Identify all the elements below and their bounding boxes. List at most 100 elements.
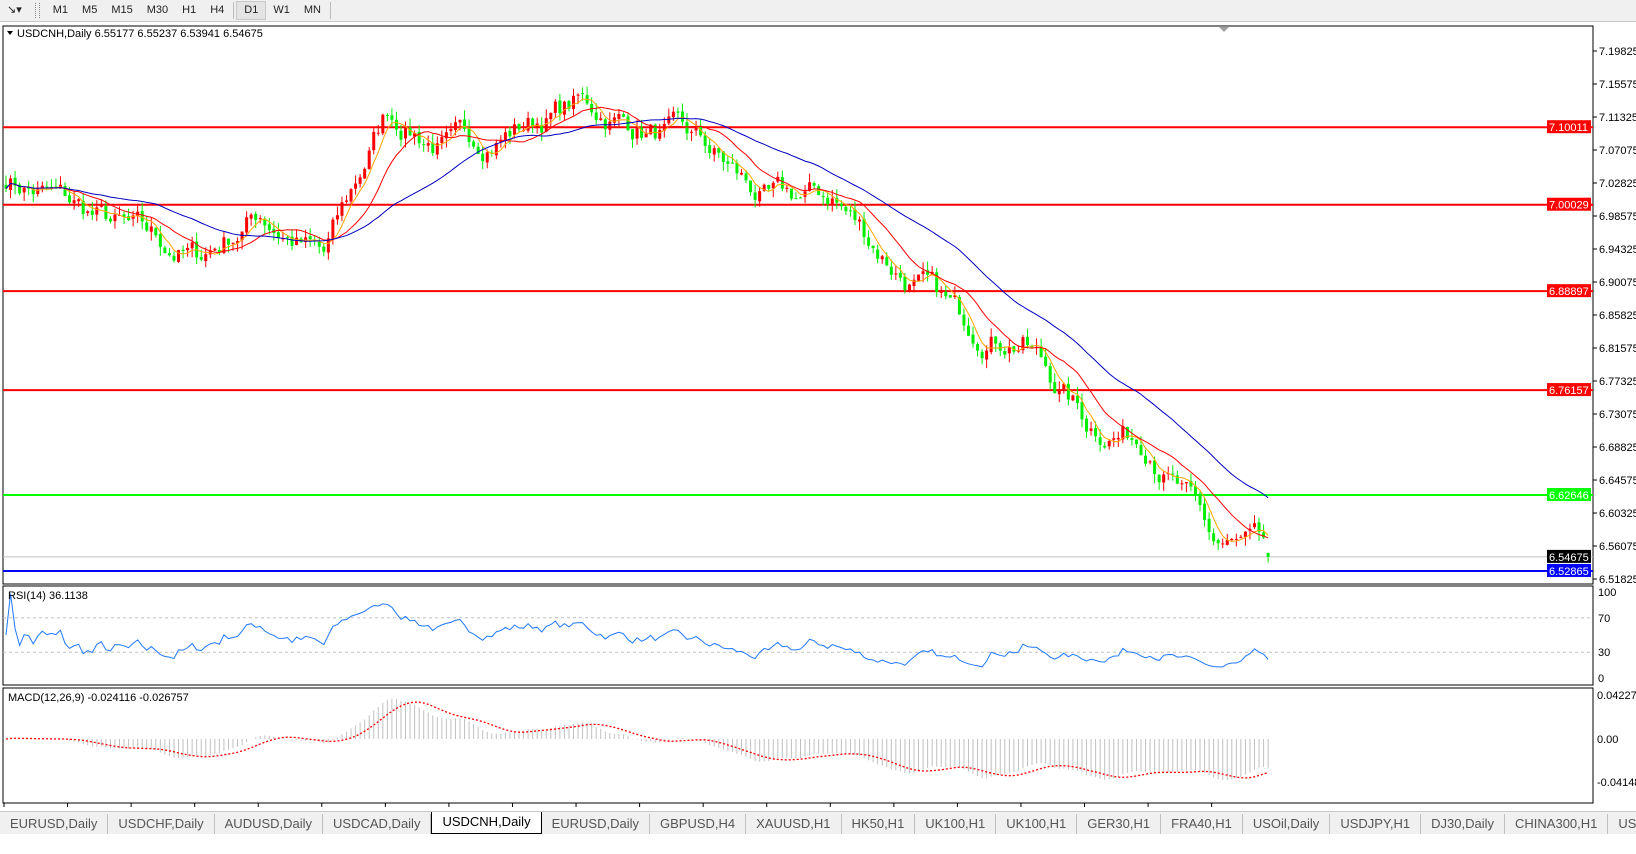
candle (136, 211, 140, 216)
candle (712, 148, 716, 155)
date-axis-label: 31 Oct 2020 (1148, 810, 1208, 811)
chart-tab[interactable]: USOil,H1 (1608, 814, 1636, 834)
candle (417, 131, 421, 144)
timeframe-m15-button[interactable]: M15 (111, 4, 133, 16)
candle (562, 101, 566, 115)
chart-shift-marker-icon[interactable] (1219, 27, 1229, 32)
candle (744, 173, 748, 181)
chart-tab[interactable]: EURUSD,Daily (0, 814, 109, 834)
chart-tab[interactable]: AUDUSD,Daily (215, 814, 324, 834)
candle (667, 116, 671, 124)
chart-tab[interactable]: UK100,H1 (915, 814, 997, 834)
candle (1048, 366, 1052, 383)
candle (1257, 522, 1261, 532)
candle (1175, 475, 1179, 484)
candle (204, 254, 208, 262)
candle (953, 295, 957, 298)
candle (926, 270, 930, 275)
chart-tab[interactable]: CHINA300,H1 (1505, 814, 1609, 834)
date-axis-label: 30 Nov 2019 (4, 810, 66, 811)
candle (572, 95, 575, 110)
candle (721, 151, 725, 162)
chart-tab[interactable]: DJ30,Daily (1421, 814, 1506, 834)
timeframe-m5-button[interactable]: M5 (82, 4, 98, 16)
collapse-triangle-icon[interactable] (7, 31, 13, 35)
candle (998, 343, 1002, 351)
date-axis-label: 4 Jun 2020 (640, 810, 694, 811)
chart-tab[interactable]: GER30,H1 (1077, 814, 1162, 834)
chart-tab[interactable]: HK50,H1 (842, 814, 916, 834)
price-axis-label: 7.07075 (1599, 145, 1636, 157)
candle (1153, 460, 1157, 474)
rsi-panel[interactable] (2, 585, 1594, 686)
candle (231, 242, 235, 244)
candle (399, 130, 403, 140)
candle (122, 214, 126, 217)
candle (213, 248, 217, 251)
timeframe-d1-button[interactable]: D1 (236, 1, 267, 20)
candle (376, 132, 380, 134)
chart-window[interactable]: USDCNH,Daily 6.55177 6.55237 6.53941 6.5… (0, 22, 1636, 811)
price-level-tag (1547, 197, 1591, 211)
candle (99, 204, 103, 207)
price-level-label: 6.76157 (1549, 385, 1589, 397)
timeframe-mn-button[interactable]: MN (303, 4, 321, 16)
date-axis-label: 19 Dec 2019 (68, 810, 130, 811)
ma-slow-line (5, 117, 1269, 499)
candle (758, 191, 762, 202)
candle (921, 271, 925, 274)
timeframe-w1-button[interactable]: W1 (273, 4, 290, 16)
chart-tab[interactable]: XAUUSD,H1 (746, 814, 842, 834)
chart-tab[interactable]: USDJPY,H1 (1330, 814, 1422, 834)
candle (1026, 336, 1029, 345)
chart-tab[interactable]: USDCHF,Daily (108, 814, 215, 834)
candle (177, 250, 181, 262)
chart-tab[interactable]: GBPUSD,H4 (650, 814, 747, 834)
chart-tab[interactable]: FRA40,H1 (1161, 814, 1243, 834)
timeframe-h1-button[interactable]: H1 (182, 4, 197, 16)
candle (858, 219, 862, 222)
price-axis-label: 6.51825 (1599, 574, 1636, 586)
candle (163, 247, 167, 254)
candle (690, 131, 694, 133)
price-level-label: 6.52865 (1549, 566, 1589, 578)
chart-tab[interactable]: USDCNH,Daily (431, 812, 542, 834)
timeframe-m30-button[interactable]: M30 (146, 4, 169, 16)
candle (1089, 428, 1093, 431)
price-axis-label: 6.56075 (1599, 541, 1636, 553)
candle (1107, 440, 1111, 447)
candle (458, 119, 462, 123)
candle (694, 127, 698, 131)
candle (331, 219, 335, 239)
candle (590, 103, 594, 113)
draw-tools-icon[interactable]: ↘▾ (7, 4, 22, 16)
candle (1221, 543, 1225, 545)
candle (785, 187, 789, 189)
macd-panel[interactable] (2, 687, 1594, 804)
candle (1243, 531, 1247, 538)
candle (245, 217, 249, 233)
toolbar-grip[interactable] (34, 3, 40, 18)
candle (839, 203, 843, 207)
candle (789, 188, 793, 199)
chart-tab[interactable]: USDCAD,Daily (323, 814, 432, 834)
chart-tab[interactable]: USOil,Daily (1243, 814, 1331, 834)
candle (36, 189, 40, 195)
chart-tab[interactable]: EURUSD,Daily (542, 814, 650, 834)
price-level-tag (1547, 487, 1591, 501)
candle (1262, 532, 1266, 538)
chart-tab[interactable]: UK100,H1 (996, 814, 1078, 834)
candle (1094, 428, 1098, 437)
candle (108, 218, 112, 222)
timeframe-m1-button[interactable]: M1 (52, 4, 69, 16)
candle (1248, 528, 1252, 531)
price-axis-label: 6.94325 (1599, 244, 1636, 256)
main-price-panel[interactable] (2, 25, 1594, 585)
rsi-axis-label: 100 (1598, 587, 1616, 599)
candle (422, 144, 426, 146)
candle (1203, 503, 1207, 520)
candle (140, 210, 144, 222)
candle (644, 133, 648, 138)
timeframe-h4-button[interactable]: H4 (210, 4, 225, 16)
candle (544, 118, 548, 132)
